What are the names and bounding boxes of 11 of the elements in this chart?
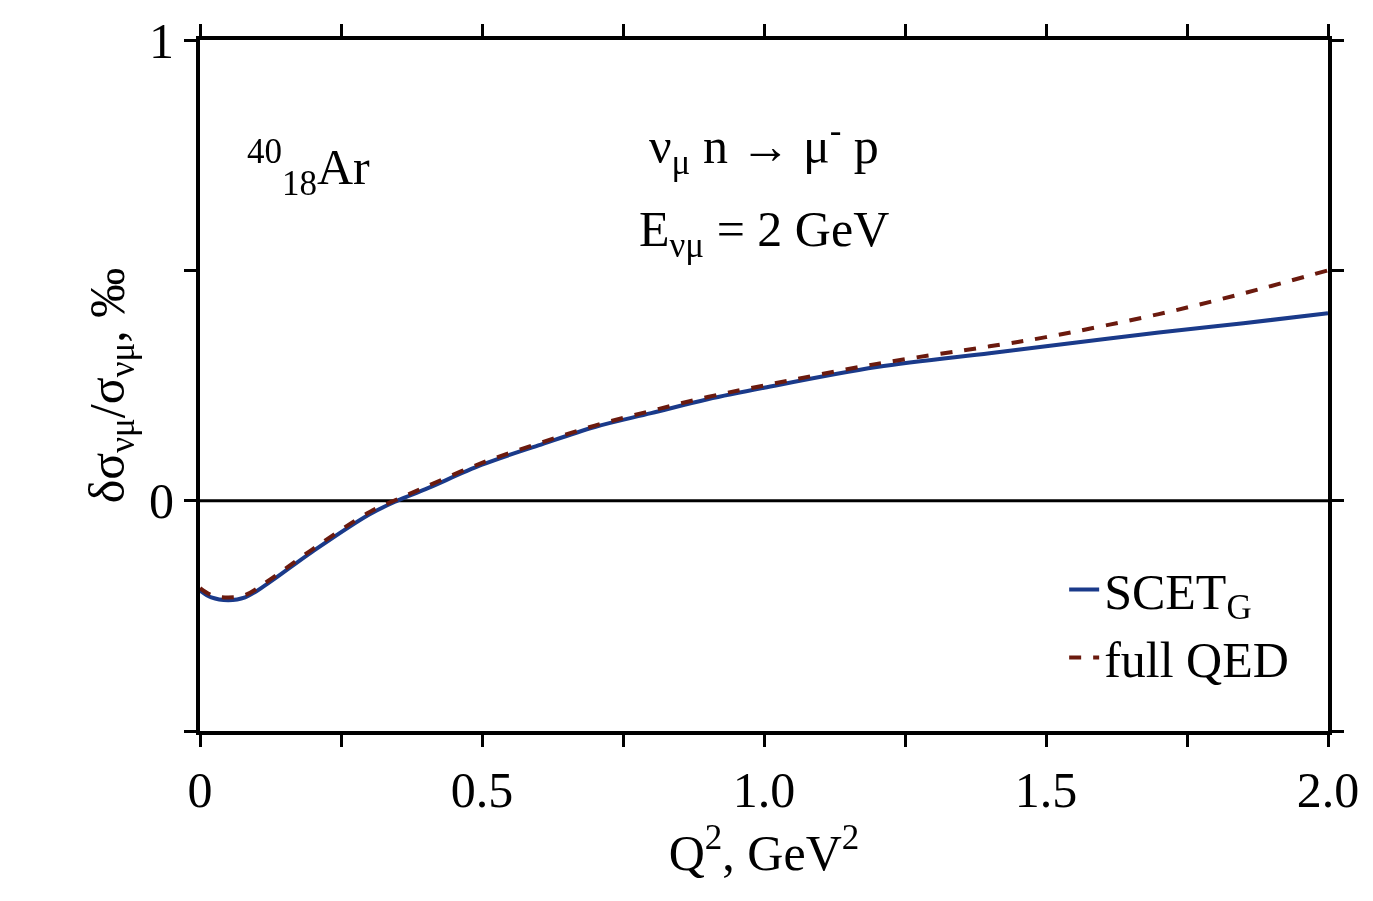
- x-axis-title: Q$^{2}$, GeV$^{2}$: [668, 818, 860, 881]
- text: 2.0: [1296, 762, 1360, 818]
- annotation: ν$_{μ}$ n → μ$^{-}$ p: [649, 111, 879, 182]
- annotation: E$_{νμ}$ = 2 GeV: [639, 201, 890, 265]
- x-tick-label: 1.5: [1014, 762, 1078, 818]
- x-tick-label: 0.5: [450, 762, 514, 818]
- y-tick-label: 1: [149, 12, 174, 69]
- x-tick-label: 0: [187, 762, 213, 818]
- legend-label: full QED: [1104, 631, 1289, 688]
- text: 1.0: [732, 762, 796, 818]
- legend-label: SCET$_{G}$: [1104, 563, 1252, 628]
